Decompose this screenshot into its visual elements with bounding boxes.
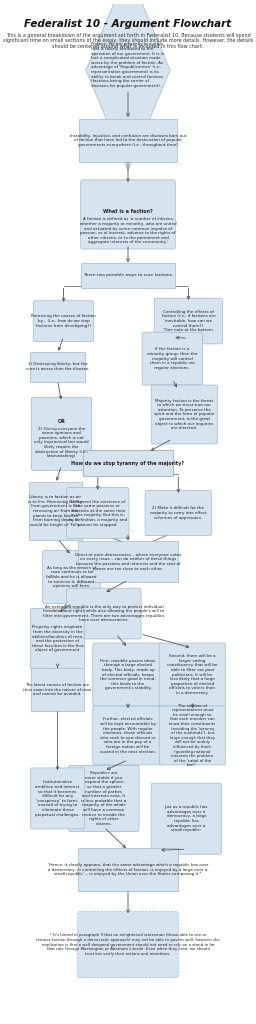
- Text: Further, elected officials
will be kept accountable by
the people. With regular
: Further, elected officials will be kept …: [100, 718, 156, 754]
- FancyBboxPatch shape: [154, 298, 223, 344]
- Text: The latest causes of faction are
thus sown into the nature of man
and cannot be : The latest causes of faction are thus so…: [23, 683, 92, 696]
- Text: Republics are
more stable if you
expand the sphere
so that a greater
number of p: Republics are more stable if you expand …: [81, 771, 126, 825]
- FancyBboxPatch shape: [142, 332, 202, 385]
- Text: Federalist 10 - Argument Flowchart: Federalist 10 - Argument Flowchart: [24, 19, 232, 30]
- Text: 'Hence, it clearly appears, that the same advantage which a republic has over
a : 'Hence, it clearly appears, that the sam…: [48, 863, 208, 877]
- FancyBboxPatch shape: [67, 487, 129, 539]
- Text: 1) Prevent the existence of
the same passions or
interests at the same time
in t: 1) Prevent the existence of the same pas…: [69, 500, 127, 526]
- FancyBboxPatch shape: [29, 481, 82, 541]
- Text: 2) Make it difficult for the
majority to carry into effect
schemes of oppression: 2) Make it difficult for the majority to…: [150, 507, 207, 519]
- FancyBboxPatch shape: [31, 669, 84, 711]
- Text: 2) Giving everyone the
same opinions and
passions, which is not
only impractical: 2) Giving everyone the same opinions and…: [34, 427, 89, 459]
- Text: Just as a republic has
advantages over a
democracy, a large
republic has
advanta: Just as a republic has advantages over a…: [165, 805, 208, 833]
- Text: This is a general breakdown of the argument set forth in Federalist 10. Because : This is a general breakdown of the argum…: [3, 33, 253, 49]
- FancyBboxPatch shape: [79, 119, 177, 162]
- FancyBboxPatch shape: [78, 911, 178, 978]
- FancyBboxPatch shape: [93, 706, 163, 765]
- FancyBboxPatch shape: [81, 180, 175, 249]
- FancyBboxPatch shape: [159, 643, 226, 706]
- FancyBboxPatch shape: [42, 551, 101, 603]
- Text: Second, there will be a
larger voting
constituency that will be
able to filter o: Second, there will be a larger voting co…: [167, 654, 218, 695]
- Text: An extended republic is the only way to protect individual
freedoms and rights w: An extended republic is the only way to …: [43, 604, 165, 623]
- FancyBboxPatch shape: [33, 301, 94, 341]
- Polygon shape: [86, 0, 170, 171]
- FancyBboxPatch shape: [78, 848, 178, 891]
- Text: The number of
representatives must
be small enough so
that each member can
know : The number of representatives must be sm…: [169, 703, 216, 767]
- FancyBboxPatch shape: [81, 263, 175, 288]
- FancyBboxPatch shape: [78, 542, 178, 582]
- Text: What is a faction?: What is a faction?: [103, 209, 153, 214]
- Text: Institutionalize
ambition and interest
so that it becomes
difficult for any
'con: Institutionalize ambition and interest s…: [35, 780, 80, 816]
- Text: Property rights originate
from the diversity in the
abilities/faculties of men,
: Property rights originate from the diver…: [31, 626, 83, 652]
- Text: Controlling the effects of
faction (i.e., if factions are
inevitable, how can we: Controlling the effects of faction (i.e.…: [162, 310, 215, 332]
- FancyBboxPatch shape: [159, 706, 226, 765]
- Text: A faction is defined as 'a number of citizens,
whether a majority or minority, w: A faction is defined as 'a number of cit…: [80, 217, 176, 245]
- FancyBboxPatch shape: [93, 643, 163, 706]
- FancyBboxPatch shape: [151, 385, 218, 444]
- Text: If the faction is a
minority group, then the
majority will control
them in a rep: If the faction is a minority group, then…: [147, 347, 198, 370]
- FancyBboxPatch shape: [151, 783, 222, 854]
- Text: As long as the reason of
man continues to be
fallible and he is allowed
to exerc: As long as the reason of man continues t…: [46, 566, 97, 588]
- FancyBboxPatch shape: [30, 768, 85, 828]
- FancyBboxPatch shape: [31, 397, 92, 470]
- FancyBboxPatch shape: [67, 588, 141, 639]
- Text: First, republic passes ideas
through a large elected
body. This body, made up
of: First, republic passes ideas through a l…: [100, 658, 156, 690]
- FancyBboxPatch shape: [83, 450, 173, 476]
- FancyBboxPatch shape: [30, 351, 85, 382]
- FancyBboxPatch shape: [145, 490, 211, 536]
- Text: Removing the causes of faction
by... (i.e., how do we stop
factions from develop: Removing the causes of faction by... (i.…: [31, 314, 96, 328]
- Text: How do we stop tyranny of the majority?: How do we stop tyranny of the majority?: [71, 461, 185, 466]
- Text: Direct or pure democracies – where everyone votes
on every issue – can do neithe: Direct or pure democracies – where every…: [75, 553, 181, 570]
- Text: There two possible ways to cure factions.: There two possible ways to cure factions…: [83, 273, 173, 278]
- Text: Preface: We are presently in a crisis
that is falsely attributed to the
operatio: Preface: We are presently in a crisis th…: [91, 42, 165, 88]
- Text: * It's hinted in paragraph 9 that an enlightened statesman (those able to see or: * It's hinted in paragraph 9 that an enl…: [36, 934, 220, 955]
- Text: OR: OR: [58, 419, 66, 424]
- Text: 1) Destroying liberty, but the
cure is worse than the disease.: 1) Destroying liberty, but the cure is w…: [26, 362, 89, 371]
- FancyBboxPatch shape: [30, 608, 85, 670]
- Text: Instability, injustice, and confusion are diseases born out
of faction that have: Instability, injustice, and confusion ar…: [70, 134, 186, 146]
- Text: Majority faction is the threat
to which we must turn our
attention. To preserve : Majority faction is the threat to which …: [154, 398, 215, 430]
- FancyBboxPatch shape: [69, 765, 139, 831]
- Text: Liberty is to faction as air
is to fire. Removing liberty
from government is lik: Liberty is to faction as air is to fire.…: [28, 496, 83, 526]
